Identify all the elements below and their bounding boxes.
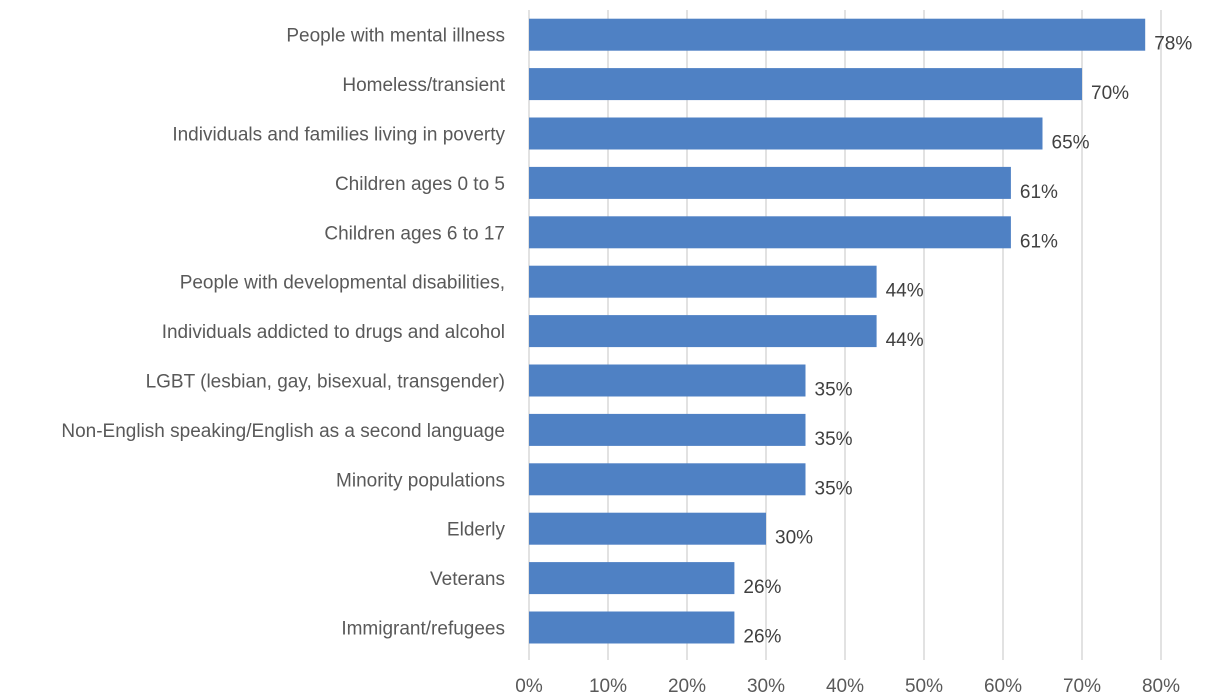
category-label: Veterans: [430, 569, 505, 590]
bar: [529, 265, 877, 298]
bar: [529, 413, 806, 446]
data-label: 61%: [1020, 182, 1058, 203]
x-tick-label: 0%: [515, 676, 543, 693]
bar: [529, 166, 1011, 199]
x-axis-tick-labels: 0% 10% 20% 30% 40% 50% 60% 70% 80%: [515, 676, 1180, 693]
bar: [529, 216, 1011, 249]
data-label: 44%: [886, 330, 924, 351]
bar: [529, 364, 806, 397]
category-label: Non-English speaking/English as a second…: [61, 421, 505, 442]
data-label: 35%: [815, 429, 853, 450]
bar: [529, 68, 1082, 101]
data-label: 61%: [1020, 231, 1058, 252]
x-tick-label: 10%: [589, 676, 627, 693]
x-tick-label: 50%: [905, 676, 943, 693]
category-label: Individuals and families living in pover…: [172, 125, 505, 146]
data-label: 78%: [1154, 34, 1192, 55]
bar: [529, 315, 877, 348]
bars: [529, 18, 1146, 644]
category-label: Children ages 0 to 5: [335, 174, 505, 195]
x-tick-label: 70%: [1063, 676, 1101, 693]
data-label: 35%: [815, 478, 853, 499]
data-label: 26%: [743, 627, 781, 648]
bar: [529, 18, 1146, 51]
data-label: 30%: [775, 528, 813, 549]
x-tick-label: 80%: [1142, 676, 1180, 693]
category-labels: People with mental illness Homeless/trans…: [61, 26, 505, 640]
data-label: 65%: [1052, 133, 1090, 154]
category-label: Immigrant/refugees: [341, 619, 505, 640]
data-label: 44%: [886, 281, 924, 302]
category-label: Individuals addicted to drugs and alcoho…: [162, 322, 505, 343]
category-label: Minority populations: [336, 470, 505, 491]
bar: [529, 512, 766, 545]
x-tick-label: 60%: [984, 676, 1022, 693]
bar: [529, 117, 1043, 150]
category-label: Elderly: [447, 520, 506, 541]
x-tick-label: 30%: [747, 676, 785, 693]
category-label: Homeless/transient: [342, 75, 505, 96]
x-tick-label: 20%: [668, 676, 706, 693]
data-label: 70%: [1091, 83, 1129, 104]
category-label: LGBT (lesbian, gay, bisexual, transgende…: [146, 372, 505, 393]
data-label: 26%: [743, 577, 781, 598]
bar: [529, 463, 806, 496]
bar: [529, 562, 735, 595]
category-label: Children ages 6 to 17: [324, 223, 505, 244]
data-labels: 78% 70% 65% 61% 61% 44% 44% 35% 35% 35% 30% 26% 26%: [743, 34, 1192, 648]
category-label: People with developmental disabilities,: [180, 273, 505, 294]
x-tick-label: 40%: [826, 676, 864, 693]
category-label: People with mental illness: [286, 26, 505, 47]
data-label: 35%: [815, 380, 853, 401]
bar: [529, 611, 735, 644]
